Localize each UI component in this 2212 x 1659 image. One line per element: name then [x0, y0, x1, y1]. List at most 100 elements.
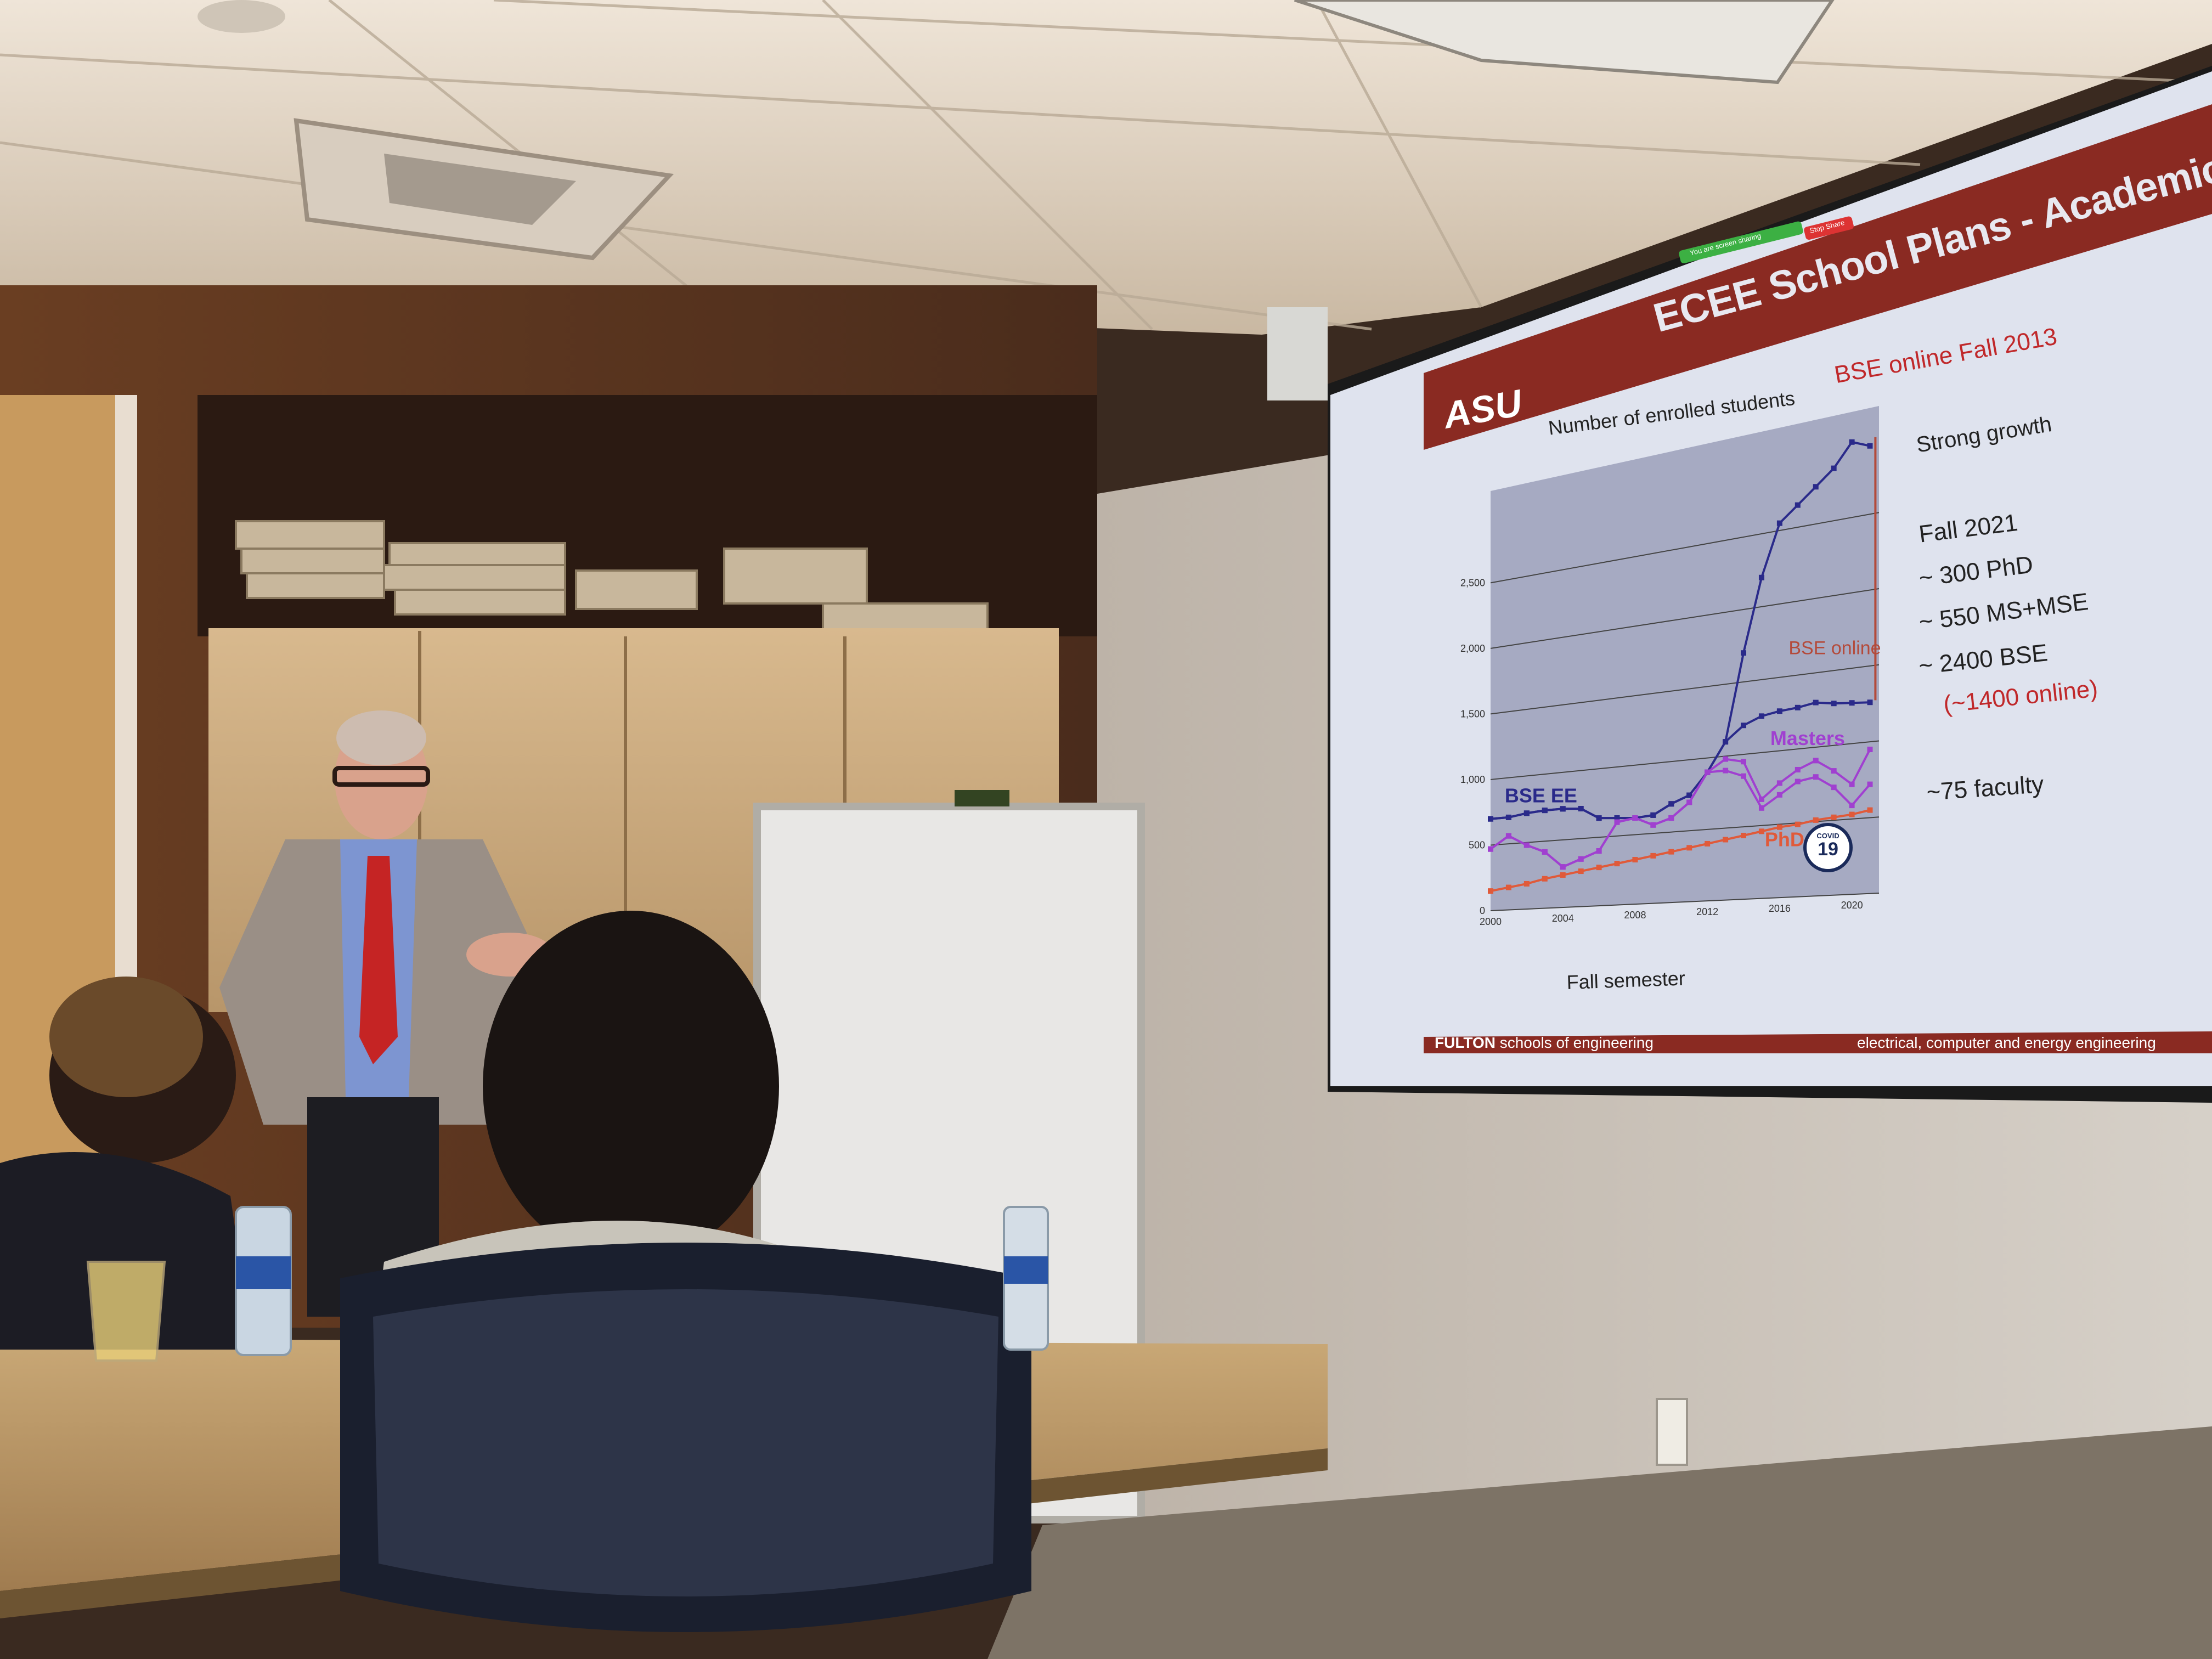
series-point — [1867, 699, 1873, 706]
series-point — [1795, 704, 1801, 710]
series-point — [1849, 811, 1855, 817]
series-point — [1614, 815, 1620, 821]
x-tick-label: 2016 — [1769, 903, 1791, 914]
series-point — [1668, 815, 1674, 821]
covid-badge-top: COVID — [1816, 832, 1839, 840]
series-label: Masters — [1770, 727, 1845, 749]
series-point — [1758, 828, 1764, 834]
series-point — [1741, 759, 1747, 765]
series-line — [1490, 809, 1871, 893]
footer-band — [1424, 1031, 2212, 1053]
series-point — [1578, 805, 1584, 811]
series-point — [1632, 815, 1638, 821]
series-point — [1849, 439, 1855, 445]
y-tick-label: 0 — [1480, 905, 1485, 916]
series-point — [1686, 792, 1692, 798]
y-tick-label: 2,500 — [1460, 577, 1485, 588]
series-point — [1596, 865, 1602, 871]
series-point — [1578, 856, 1584, 862]
chart-series: BSE EE Masters PhD BSE online — [1488, 437, 1881, 894]
series-point — [1813, 484, 1819, 490]
series-point — [1867, 746, 1873, 752]
series-point — [1867, 807, 1873, 813]
series-point — [1849, 781, 1855, 787]
series-point — [1650, 822, 1656, 828]
series-point — [1849, 803, 1855, 809]
y-tick-label: 2,000 — [1460, 643, 1485, 654]
series-point — [1542, 849, 1548, 855]
series-label: BSE EE — [1505, 784, 1577, 806]
gridline — [1490, 664, 1880, 715]
series-point — [1560, 806, 1566, 812]
series-point — [1758, 713, 1764, 719]
series-line — [1489, 769, 1871, 868]
series-point — [1705, 840, 1711, 847]
series-point — [1505, 814, 1511, 820]
series-point — [1867, 781, 1873, 787]
presenter — [219, 710, 554, 1317]
series-point — [1776, 780, 1782, 786]
footer-left: FULTON schools of engineering — [1435, 1034, 1654, 1052]
series-point — [1488, 888, 1493, 894]
projected-slide: BSE EE Masters PhD BSE online 0 500 1,000 1,50… — [1330, 66, 2212, 1097]
series-point — [1488, 846, 1493, 852]
series-point — [1723, 837, 1729, 843]
series-point — [1596, 815, 1602, 821]
bse-online-label: BSE online — [1788, 637, 1881, 658]
y-tick-label: 500 — [1469, 839, 1485, 850]
gridline — [1490, 893, 1880, 911]
series-point — [1741, 723, 1747, 729]
series-point — [1831, 465, 1837, 471]
gridline — [1490, 512, 1880, 584]
series-point — [1776, 520, 1782, 526]
series-point — [1831, 701, 1837, 707]
series-point — [1523, 810, 1530, 816]
x-tick-label: 2020 — [1841, 900, 1863, 911]
series-point — [1776, 792, 1782, 798]
series-point — [1795, 778, 1801, 785]
footer-right: electrical, computer and energy engineer… — [1857, 1034, 2156, 1051]
y-tick-label: 1,500 — [1460, 708, 1485, 719]
series-point — [1741, 832, 1747, 838]
series-point — [1849, 700, 1855, 706]
series-point — [1505, 884, 1511, 890]
series-line — [1490, 441, 1870, 820]
series-point — [1867, 443, 1873, 449]
covid-badge: COVID 19 — [1803, 823, 1853, 872]
series-point — [1560, 872, 1566, 878]
series-point — [1560, 864, 1566, 870]
series-point — [1705, 769, 1711, 775]
chart-ticks: 0 500 1,000 1,500 2,000 2,500 2000 2004 2008 2012… — [1460, 577, 1863, 927]
series-point — [1776, 708, 1782, 714]
x-tick-label: 2000 — [1480, 916, 1502, 927]
series-point — [1650, 853, 1656, 859]
series-point — [1542, 876, 1548, 882]
series-point — [1614, 819, 1620, 825]
series-point — [1723, 756, 1729, 762]
series-point — [1578, 868, 1584, 874]
series-point — [1813, 817, 1819, 823]
series-point — [1758, 805, 1764, 811]
series-point — [1668, 849, 1674, 855]
y-tick-label: 1,000 — [1460, 774, 1485, 785]
series-point — [1614, 861, 1620, 867]
series-point — [1650, 812, 1656, 818]
covid-badge-num: 19 — [1818, 839, 1838, 860]
series-point — [1596, 848, 1602, 854]
slide-canvas: BSE EE Masters PhD BSE online 0 500 1,000 1,50… — [1330, 71, 2212, 1086]
series-point — [1758, 796, 1764, 802]
series-point — [1523, 881, 1530, 887]
series-point — [1523, 842, 1530, 848]
series-point — [1542, 808, 1548, 814]
series-point — [1795, 502, 1801, 508]
series-point — [1776, 824, 1782, 830]
series-point — [1686, 845, 1692, 851]
footer-schools: schools of engineering — [1495, 1034, 1654, 1051]
gridline — [1490, 588, 1880, 649]
series-point — [1488, 816, 1493, 822]
series-point — [1758, 574, 1764, 580]
series-point — [1831, 768, 1837, 774]
series-point — [1632, 857, 1638, 863]
series-point — [1686, 799, 1692, 805]
